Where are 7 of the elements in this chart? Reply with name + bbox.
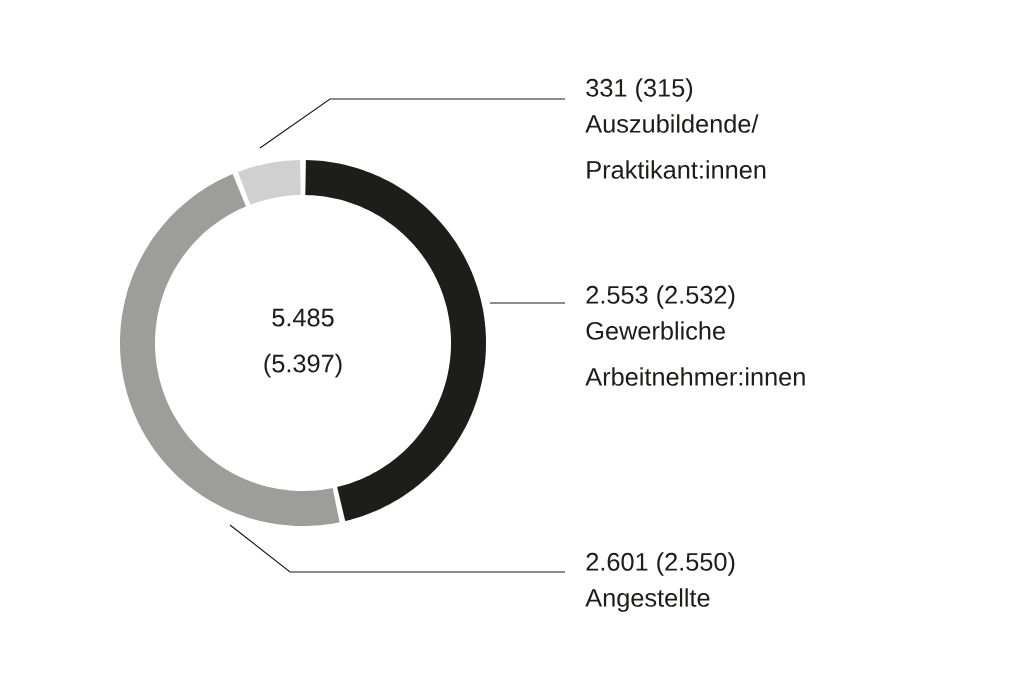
slice-label: Auszubildende/ Praktikant:innen [585,114,766,179]
data-label: 2.553 (2.532) [586,285,735,309]
data-label: 331 (315) [586,78,693,102]
data-label: 2.601 (2.550) [586,552,735,576]
slice-label: Gewerbliche Arbeitnehmer:innen [585,321,805,386]
text: 5.485 (5.397) [264,308,342,378]
slice-label: Angestellte [585,588,710,612]
